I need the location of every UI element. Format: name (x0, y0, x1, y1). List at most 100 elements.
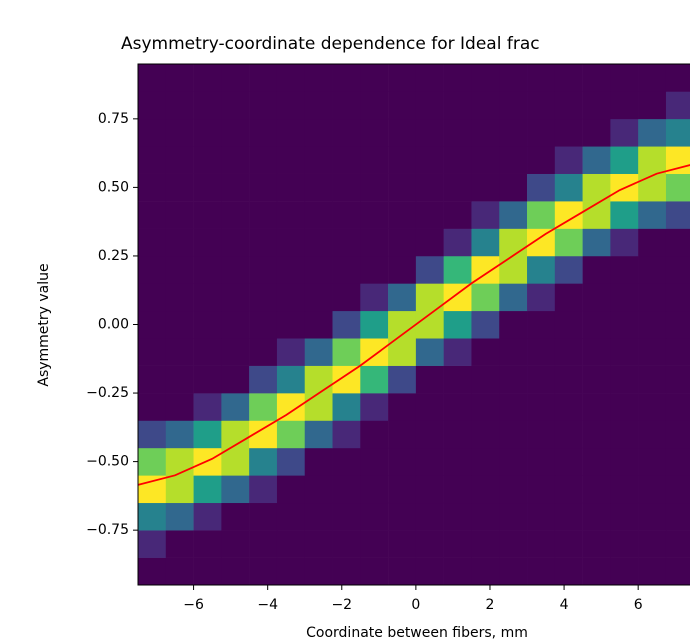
heatmap-cell (276, 91, 306, 120)
heatmap-cell (610, 393, 639, 421)
heatmap-cell (221, 502, 250, 531)
heatmap-cell (527, 393, 556, 421)
heatmap-cell (415, 118, 444, 147)
y-tick-label: 0.25 (98, 248, 129, 264)
heatmap-cell (554, 283, 583, 312)
x-tick-label: 0 (411, 597, 420, 613)
heatmap-cell (582, 228, 611, 257)
heatmap-cell (221, 91, 250, 120)
heatmap-cell (304, 146, 333, 174)
heatmap-cell (610, 530, 639, 558)
heatmap-cell (276, 64, 306, 92)
heatmap-cell (638, 447, 667, 476)
heatmap-cell (276, 420, 306, 449)
heatmap-cell (554, 91, 583, 120)
heatmap-cell (499, 502, 528, 531)
heatmap-cell (499, 228, 528, 257)
heatmap-cell (332, 118, 361, 147)
heatmap-cell (332, 502, 361, 531)
heatmap-cell (610, 283, 639, 312)
heatmap-cell (554, 557, 583, 586)
heatmap-cell (638, 173, 667, 202)
heatmap-cell (276, 173, 306, 202)
heatmap-cell (582, 338, 611, 366)
heatmap-cell (415, 475, 444, 504)
y-tick-label: 0.50 (98, 179, 129, 195)
heatmap-cell (276, 393, 306, 421)
heatmap-cell (665, 502, 690, 531)
heatmap-cell (249, 201, 278, 229)
heatmap-cell (276, 475, 306, 504)
heatmap-cell (138, 420, 167, 449)
heatmap-cell (443, 530, 472, 558)
heatmap-cell (527, 420, 556, 449)
heatmap-cell (221, 420, 250, 449)
heatmap-cell (388, 173, 417, 202)
heatmap-cell (388, 530, 417, 558)
heatmap-cell (443, 420, 472, 449)
heatmap-cell (499, 530, 528, 558)
heatmap-cell (249, 365, 278, 394)
heatmap-cell (360, 393, 389, 421)
heatmap-cell (638, 283, 667, 312)
heatmap-cell (443, 118, 472, 147)
heatmap-cell (582, 447, 611, 476)
heatmap-cell (388, 255, 417, 284)
heatmap-cell (249, 228, 278, 257)
heatmap-cell (360, 91, 389, 120)
heatmap-cell (249, 393, 278, 421)
heatmap-cell (193, 201, 222, 229)
heatmap-cell (304, 201, 333, 229)
heatmap-cell (554, 393, 583, 421)
heatmap-cell (443, 228, 472, 257)
heatmap-cell (582, 283, 611, 312)
heatmap-cell (665, 228, 690, 257)
heatmap-cell (610, 475, 639, 504)
heatmap-cell (388, 118, 417, 147)
heatmap-cell (360, 475, 389, 504)
heatmap-cell (443, 338, 472, 366)
heatmap-cell (276, 447, 306, 476)
heatmap-cell (193, 338, 222, 366)
heatmap-cell (665, 530, 690, 558)
heatmap-cell (138, 118, 167, 147)
heatmap-cell (221, 255, 250, 284)
heatmap-cell (360, 64, 389, 92)
heatmap-cell (332, 557, 361, 586)
heatmap-cell (527, 118, 556, 147)
heatmap-cell (360, 310, 389, 339)
heatmap-cell (554, 146, 583, 174)
heatmap-cell (388, 146, 417, 174)
heatmap-cell (388, 365, 417, 394)
heatmap-cell (665, 310, 690, 339)
heatmap-cell (276, 201, 306, 229)
heatmap-cell (221, 365, 250, 394)
heatmap-cell (165, 228, 194, 257)
heatmap-cell (443, 310, 472, 339)
heatmap-cell (499, 420, 528, 449)
heatmap-cell (221, 310, 250, 339)
heatmap-cell (415, 201, 444, 229)
x-tick-label: 6 (634, 597, 643, 613)
heatmap-cell (638, 338, 667, 366)
heatmap-cell (665, 447, 690, 476)
heatmap-cell (304, 365, 333, 394)
heatmap-cell (610, 502, 639, 531)
heatmap-cell (527, 310, 556, 339)
heatmap-cell (138, 255, 167, 284)
heatmap-cell (443, 255, 472, 284)
heatmap-cell (527, 201, 556, 229)
heatmap-cell (304, 310, 333, 339)
heatmap-cell (443, 557, 472, 586)
heatmap-cell (638, 365, 667, 394)
heatmap-cell (193, 393, 222, 421)
heatmap-cell (527, 283, 556, 312)
heatmap-cell (304, 255, 333, 284)
heatmap-cell (610, 310, 639, 339)
heatmap-cell (665, 201, 690, 229)
heatmap-cell (527, 530, 556, 558)
heatmap-cell (610, 365, 639, 394)
heatmap-cell (332, 255, 361, 284)
y-axis-label: Asymmetry value (36, 263, 52, 386)
